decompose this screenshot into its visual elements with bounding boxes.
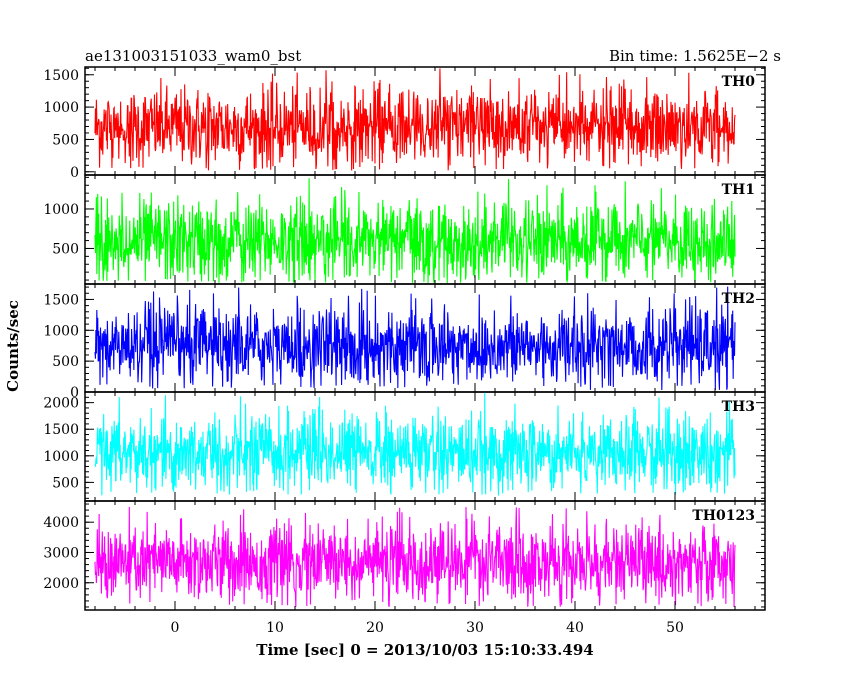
y-tick-label: 500 (52, 354, 79, 370)
panel-frame (84, 500, 766, 611)
x-tick-label: 40 (566, 620, 584, 636)
series-line-th0 (94, 68, 736, 171)
y-tick-label: 2000 (43, 396, 79, 412)
series-line-th3 (94, 392, 736, 496)
panel-label-th1: TH1 (722, 182, 755, 198)
x-tick-label: 20 (366, 620, 384, 636)
y-tick-label: 4000 (43, 515, 79, 531)
panel-label-th2: TH2 (722, 291, 755, 307)
y-axis-label: Counts/sec (4, 300, 22, 392)
panels-group: 0 500 1000 1500 TH0 500 1000 TH1 0 500 1000 1500 TH2… (43, 66, 766, 611)
x-axis: 0 10 20 30 40 50 (171, 620, 684, 636)
bin-time-label: Bin time: 1.5625E−2 s (609, 47, 781, 65)
panel-th3: 500 1000 1500 2000 TH3 (43, 391, 766, 502)
y-tick-label: 1000 (43, 100, 79, 116)
y-tick-label: 0 (70, 165, 79, 181)
y-tick-label: 1500 (43, 292, 79, 308)
y-tick-label: 0 (70, 385, 79, 401)
y-tick-label: 2000 (43, 576, 79, 592)
chart-title: ae131003151033_wam0_bst (85, 47, 301, 65)
y-tick-label: 1000 (43, 323, 79, 339)
y-tick-label: 500 (52, 241, 79, 257)
y-tick-label: 1000 (43, 202, 79, 218)
y-tick-label: 1500 (43, 422, 79, 438)
x-tick-label: 10 (266, 620, 284, 636)
x-tick-label: 30 (466, 620, 484, 636)
panel-label-th0: TH0 (722, 74, 756, 90)
panel-label-th3: TH3 (722, 399, 755, 415)
y-tick-label: 1500 (43, 68, 79, 84)
panel-th2: 0 500 1000 1500 TH2 (43, 283, 766, 401)
y-tick-label: 3000 (43, 545, 79, 561)
y-tick-label: 500 (52, 132, 79, 148)
series-line-th1 (94, 178, 736, 284)
y-tick-label: 1000 (43, 449, 79, 465)
x-axis-label: Time [sec] 0 = 2013/10/03 15:10:33.494 (256, 641, 593, 659)
series-line-th2 (94, 286, 736, 391)
panel-th0123: 2000 3000 4000 TH0123 (43, 500, 766, 611)
series-line-th0123 (94, 506, 736, 607)
y-tick-label: 500 (52, 475, 79, 491)
panel-th1: 500 1000 TH1 (43, 174, 766, 285)
panel-label-th0123: TH0123 (692, 508, 755, 524)
panel-th0: 0 500 1000 1500 TH0 (43, 66, 766, 181)
x-tick-label: 50 (666, 620, 684, 636)
x-tick-label: 0 (171, 620, 180, 636)
